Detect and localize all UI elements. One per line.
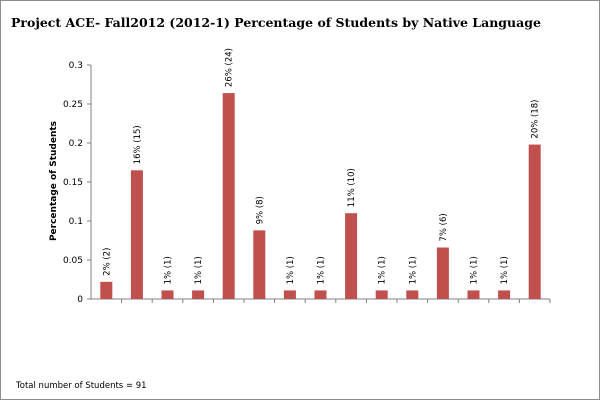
- bar: [161, 290, 174, 299]
- y-tick-label: 0.25: [63, 100, 83, 110]
- bar: [467, 290, 480, 299]
- bar: [375, 290, 388, 299]
- bar: [406, 290, 419, 299]
- bar: [314, 290, 327, 299]
- data-label: 1% (1): [378, 256, 388, 284]
- bar: [345, 213, 358, 299]
- data-label: 1% (1): [500, 256, 510, 284]
- data-label: 7% (6): [439, 213, 449, 241]
- bar: [498, 290, 511, 299]
- total-students-note: Total number of Students = 91: [16, 381, 147, 391]
- data-label: 20% (18): [531, 100, 541, 139]
- bar: [222, 93, 235, 299]
- y-tick-label: 0: [77, 295, 83, 305]
- y-tick-label: 0.05: [63, 256, 83, 266]
- data-label: 11% (10): [347, 168, 357, 207]
- y-tick-label: 0.15: [63, 178, 83, 188]
- data-label: 1% (1): [286, 256, 296, 284]
- y-tick-label: 0.3: [69, 61, 83, 71]
- bar: [253, 230, 266, 299]
- chart-title: Project ACE- Fall2012 (2012-1) Percentag…: [11, 15, 541, 30]
- bar: [283, 290, 296, 299]
- bar: [100, 281, 113, 299]
- y-tick-label: 0.1: [69, 217, 83, 227]
- data-label: 2% (2): [102, 248, 112, 276]
- data-label: 1% (1): [470, 256, 480, 284]
- bar: [130, 170, 143, 299]
- data-label: 16% (15): [133, 125, 143, 164]
- bar: [192, 290, 205, 299]
- data-label: 9% (8): [255, 196, 265, 224]
- data-label: 1% (1): [408, 256, 418, 284]
- data-label: 1% (1): [194, 256, 204, 284]
- data-label: 26% (24): [225, 48, 235, 87]
- data-label: 1% (1): [164, 256, 174, 284]
- bar: [528, 144, 541, 299]
- y-tick-label: 0.2: [69, 139, 83, 149]
- bar: [436, 247, 449, 299]
- data-label: 1% (1): [317, 256, 327, 284]
